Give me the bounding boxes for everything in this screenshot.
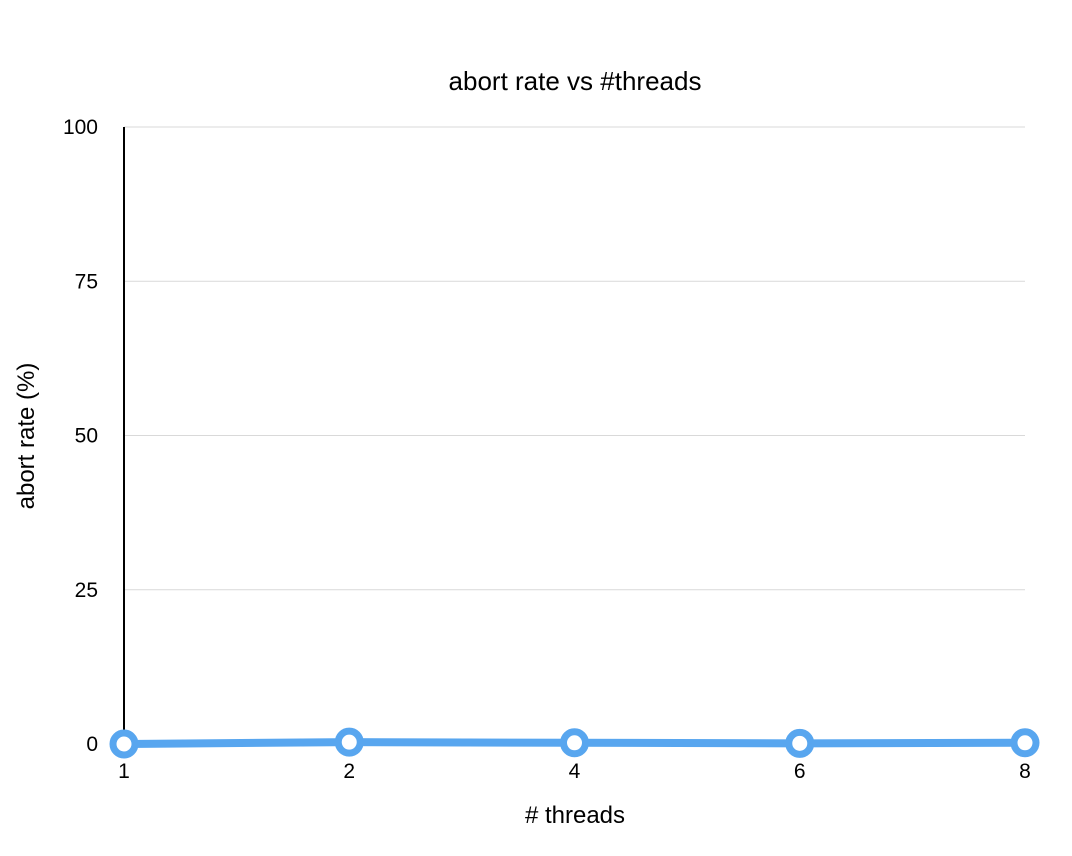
gridlines <box>124 126 1025 591</box>
x-tick-label: 6 <box>794 760 806 783</box>
data-point <box>109 729 139 759</box>
y-tick-label: 0 <box>86 733 98 756</box>
x-tick-label: 8 <box>1019 760 1031 783</box>
x-tick-labels: 1 2 4 6 8 <box>118 760 1031 783</box>
y-tick-labels: 0 25 50 75 100 <box>63 116 98 756</box>
series-layer <box>109 727 1040 759</box>
x-axis-label: # threads <box>525 802 625 829</box>
y-tick-label: 50 <box>75 425 98 448</box>
x-tick-label: 2 <box>343 760 355 783</box>
y-tick-label: 25 <box>75 579 98 602</box>
chart-title: abort rate vs #threads <box>449 66 702 96</box>
y-tick-label: 100 <box>63 116 98 139</box>
x-tick-label: 1 <box>118 760 130 783</box>
x-tick-label: 4 <box>569 760 581 783</box>
data-point <box>785 728 815 758</box>
y-tick-label: 75 <box>75 270 98 293</box>
data-point <box>560 728 589 758</box>
y-axis-label: abort rate (%) <box>13 363 40 510</box>
data-point <box>1010 728 1040 758</box>
data-point <box>334 727 364 757</box>
